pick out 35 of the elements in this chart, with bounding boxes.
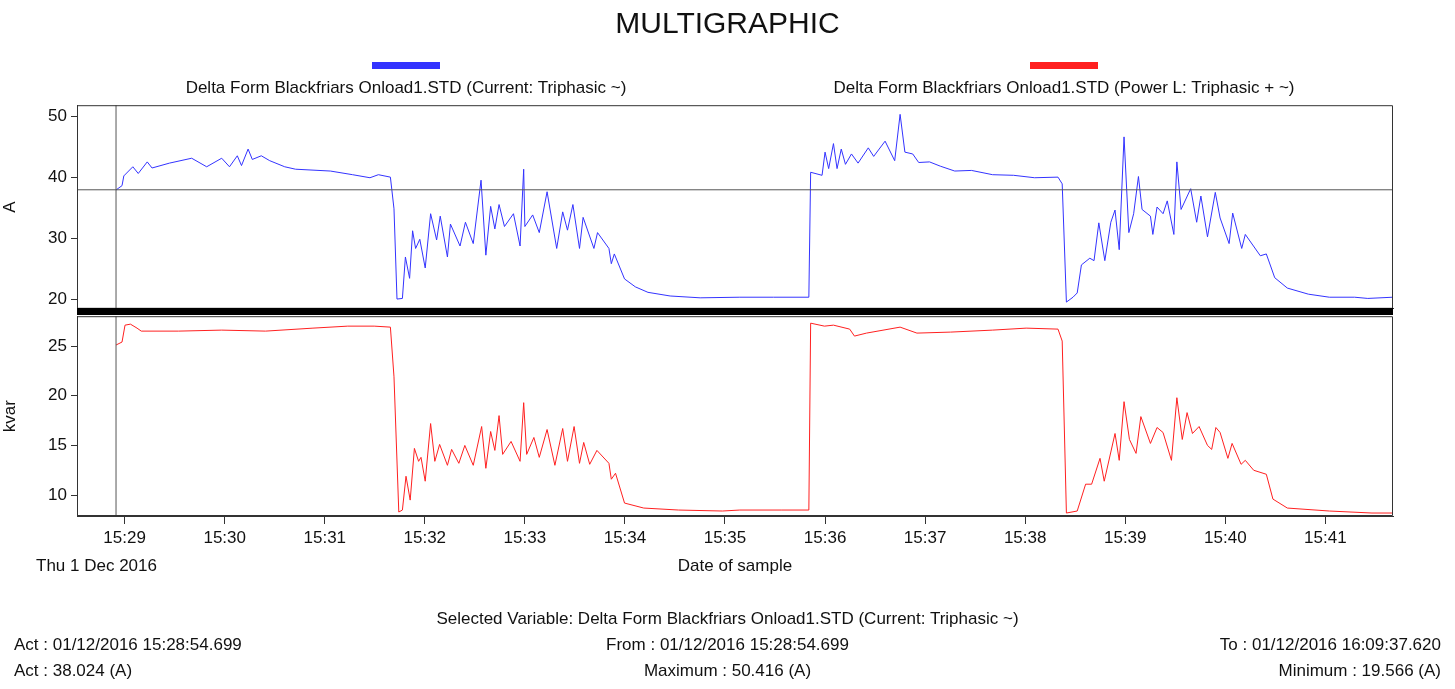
text: Selected Variable: Delta Form Blackfriars Onload1.STD (Current: Triphasic ~) — [435, 609, 1020, 629]
y-tick-label: 25 — [48, 335, 67, 355]
x-tick-label: 15:36 — [803, 527, 847, 547]
y-tick-label: 20 — [48, 385, 67, 405]
x-axis-title: Date of sample — [677, 556, 793, 576]
legend-label: Delta Form Blackfriars Onload1.STD (Current: Triphasic ~) — [184, 78, 628, 98]
y-tick-label: 15 — [48, 435, 67, 455]
x-tick-label: 15:35 — [703, 527, 747, 547]
chart-title: MULTIGRAPHIC — [614, 6, 841, 40]
legend-label: Delta Form Blackfriars Onload1.STD (Power L: Triphasic + ~) — [832, 78, 1296, 98]
y-tick-label: 40 — [48, 167, 67, 187]
y-tick-label: 30 — [48, 228, 67, 248]
y-axis-title: A — [0, 200, 19, 213]
x-tick-label: 15:39 — [1103, 527, 1147, 547]
x-tick-label: 15:33 — [503, 527, 547, 547]
x-tick-label: 15:32 — [403, 527, 447, 547]
x-tick-label: 15:29 — [103, 527, 146, 547]
y-tick-label: 10 — [48, 484, 67, 504]
y-tick-label: 50 — [48, 106, 67, 126]
x-tick-label: 15:31 — [303, 527, 347, 547]
text: To : 01/12/2016 16:09:37.620 — [1219, 635, 1441, 655]
x-tick-label: 15:37 — [903, 527, 947, 547]
x-tick-label: 15:38 — [1003, 527, 1047, 547]
text: Thu 1 Dec 2016 — [36, 556, 157, 576]
x-tick-label: 15:41 — [1304, 527, 1347, 547]
text: From : 01/12/2016 15:28:54.699 — [606, 635, 849, 654]
text: Maximum : 50.416 (A) — [643, 661, 812, 680]
x-tick-label: 15:30 — [203, 527, 246, 547]
x-tick-label: 15:40 — [1204, 527, 1247, 547]
x-tick-label: 15:34 — [603, 527, 647, 547]
text: Minimum : 19.566 (A) — [1278, 661, 1441, 681]
text: Act : 38.024 (A) — [14, 661, 133, 681]
y-tick-label: 20 — [48, 289, 67, 309]
y-axis-title: kvar — [0, 399, 19, 433]
text: Act : 01/12/2016 15:28:54.699 — [14, 635, 242, 655]
